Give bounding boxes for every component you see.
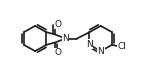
Text: O: O bbox=[54, 20, 61, 28]
Text: O: O bbox=[54, 49, 61, 57]
Text: N: N bbox=[86, 40, 93, 49]
Text: Cl: Cl bbox=[118, 42, 127, 51]
Text: N: N bbox=[97, 47, 104, 56]
Text: N: N bbox=[62, 34, 69, 43]
